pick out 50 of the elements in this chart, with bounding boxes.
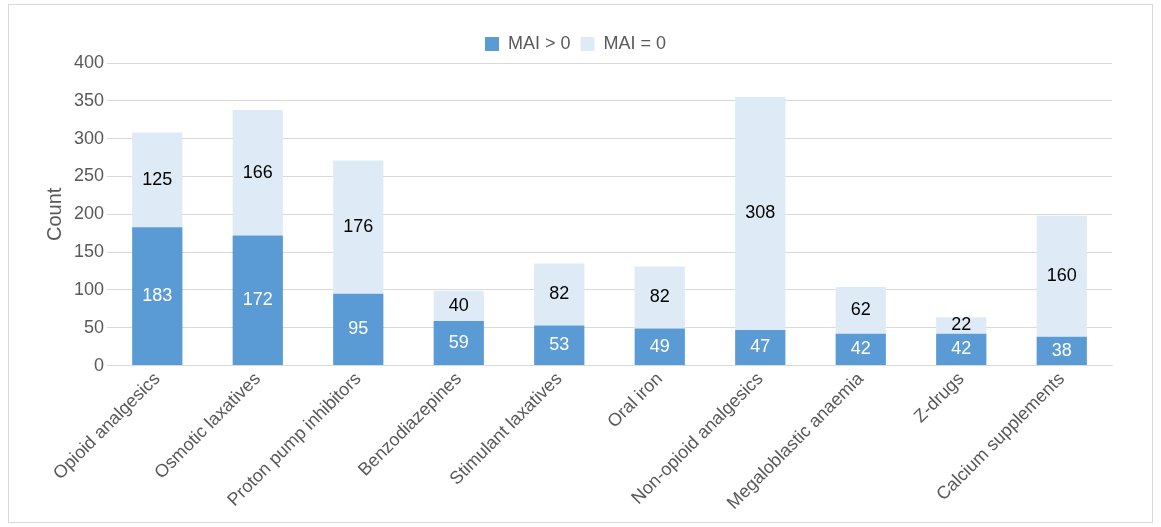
bar: [132, 132, 183, 228]
y-tick-label: 50: [84, 316, 105, 337]
legend-label: MAI = 0: [603, 32, 667, 53]
y-tick-label: 400: [73, 51, 105, 72]
data-label: 82: [649, 286, 670, 307]
y-tick-label: 350: [73, 89, 105, 110]
y-tick-label: 250: [73, 165, 105, 186]
data-label: 22: [951, 314, 972, 335]
bar: [132, 227, 183, 366]
bar: [735, 97, 786, 330]
y-tick-label: 200: [73, 203, 105, 224]
legend-label: MAI > 0: [507, 32, 571, 53]
y-tick-label: 300: [73, 127, 105, 148]
data-label: 49: [649, 335, 670, 356]
data-label: 42: [850, 338, 871, 359]
data-label: 160: [1046, 265, 1077, 286]
data-label: 62: [850, 299, 871, 320]
bar: [232, 235, 283, 366]
data-label: 42: [951, 338, 972, 359]
x-tick-label: Oral iron: [603, 368, 667, 432]
bar: [835, 333, 886, 366]
bar: [936, 333, 987, 366]
bar: [534, 325, 585, 366]
data-label: 125: [142, 168, 173, 189]
data-label: 166: [242, 161, 273, 182]
bar: [634, 266, 685, 329]
data-label: 176: [343, 216, 374, 237]
data-label: 53: [549, 334, 570, 355]
data-label: 172: [242, 289, 273, 310]
data-label: 308: [745, 202, 776, 223]
data-label: 40: [448, 294, 469, 315]
data-label: 183: [142, 285, 173, 306]
data-label: 47: [750, 336, 771, 357]
y-axis-title: Count: [42, 187, 65, 241]
data-label: 59: [448, 331, 469, 352]
bar: [1036, 215, 1087, 337]
bar: [835, 286, 886, 334]
data-label: 95: [348, 318, 369, 339]
data-label: 38: [1051, 339, 1072, 360]
bar: [433, 320, 484, 366]
bar: [735, 330, 786, 366]
y-tick-label: 0: [94, 354, 105, 375]
bar: [534, 263, 585, 326]
bar: [333, 293, 384, 366]
bar: [333, 160, 384, 294]
bar: [634, 328, 685, 366]
bar: [232, 109, 283, 236]
y-tick-label: 150: [73, 241, 105, 262]
y-tick-label: 100: [73, 278, 105, 299]
data-label: 82: [549, 283, 570, 304]
